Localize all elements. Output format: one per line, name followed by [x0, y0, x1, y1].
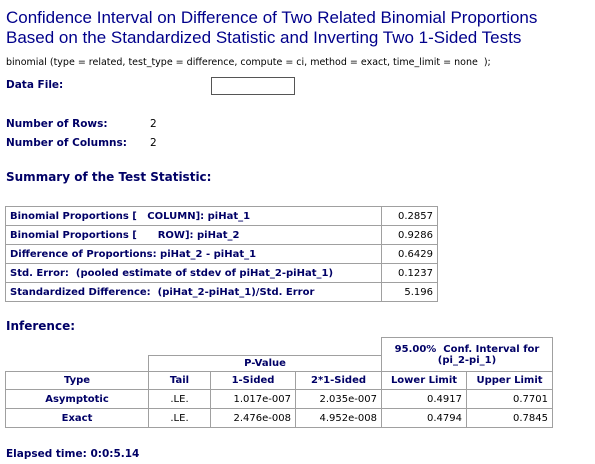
ci-header-line: (pi_2-pi_1)	[437, 354, 497, 366]
ci-header: 95.00% Conf. Interval for (pi_2-pi_1)	[381, 337, 553, 372]
column-header: Type	[5, 371, 149, 390]
row-value: 2.476e-008	[210, 408, 296, 428]
summary-label: Standardized Difference: (piHat_2-piHat_…	[5, 282, 382, 302]
column-header: Upper Limit	[466, 371, 553, 390]
pvalue-header: P-Value	[148, 355, 382, 372]
summary-label: Difference of Proportions: piHat_2 - piH…	[5, 244, 382, 264]
summary-value: 0.2857	[381, 206, 438, 226]
column-header: 2*1-Sided	[295, 371, 382, 390]
row-value: .LE.	[148, 389, 211, 409]
section-heading: Inference:	[6, 319, 76, 333]
summary-label: Binomial Proportions [ ROW]: piHat_2	[5, 225, 382, 245]
row-type: Asymptotic	[5, 389, 149, 409]
section-heading: Summary of the Test Statistic:	[6, 170, 212, 184]
summary-label: Std. Error: (pooled estimate of stdev of…	[5, 263, 382, 283]
summary-value: 0.1237	[381, 263, 438, 283]
row-value: 4.952e-008	[295, 408, 382, 428]
summary-value: 0.6429	[381, 244, 438, 264]
field-label: Number of Columns:	[6, 137, 127, 149]
field-value: 2	[150, 137, 157, 149]
column-header: Tail	[148, 371, 211, 390]
data-file-label: Data File:	[6, 79, 64, 91]
title: Based on the Standardized Statistic and …	[6, 28, 522, 47]
field-label: Number of Rows:	[6, 118, 108, 130]
ci-header-line: 95.00% Conf. Interval for	[394, 343, 540, 355]
row-value: 0.7845	[466, 408, 553, 428]
summary-value: 5.196	[381, 282, 438, 302]
row-value: 0.7701	[466, 389, 553, 409]
row-value: 0.4917	[381, 389, 467, 409]
summary-label: Binomial Proportions [ COLUMN]: piHat_1	[5, 206, 382, 226]
column-header: Lower Limit	[381, 371, 467, 390]
row-type: Exact	[5, 408, 149, 428]
summary-value: 0.9286	[381, 225, 438, 245]
row-value: .LE.	[148, 408, 211, 428]
column-header: 1-Sided	[210, 371, 296, 390]
row-value: 0.4794	[381, 408, 467, 428]
row-value: 1.017e-007	[210, 389, 296, 409]
title: Confidence Interval on Difference of Two…	[6, 8, 538, 27]
command: binomial (type = related, test_type = di…	[6, 57, 491, 68]
row-value: 2.035e-007	[295, 389, 382, 409]
data-file-input[interactable]	[211, 77, 295, 95]
elapsed-time: Elapsed time: 0:0:5.14	[6, 448, 140, 460]
field-value: 2	[150, 118, 157, 130]
